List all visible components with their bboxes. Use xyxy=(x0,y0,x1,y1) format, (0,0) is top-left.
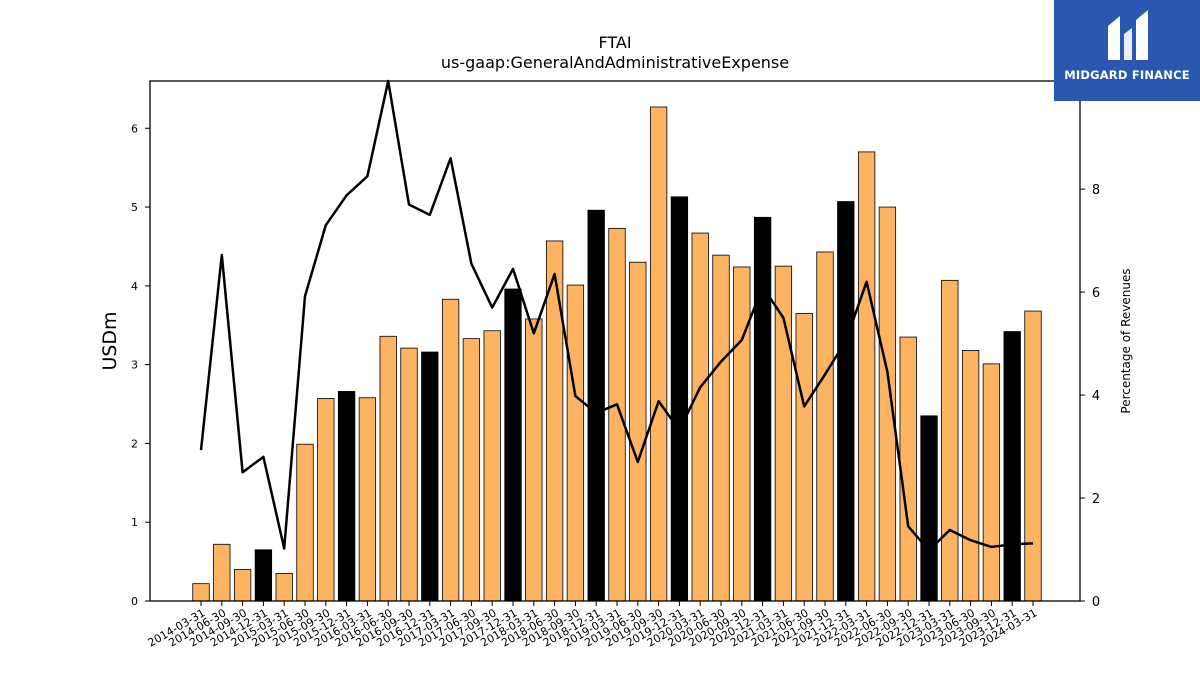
y-tick-label: 4 xyxy=(131,280,138,293)
bar-2023-03-31 xyxy=(941,279,959,602)
brand-logo: MIDGARD FINANCE xyxy=(1054,0,1200,101)
chart-subtitle: us-gaap:GeneralAndAdministrativeExpense xyxy=(441,53,789,72)
revenue-percentage-line xyxy=(199,79,1034,552)
bar-2014-06-30 xyxy=(213,543,231,602)
bar-series xyxy=(192,106,1042,602)
bar-2021-12-31 xyxy=(837,201,855,602)
bar-2015-09-30 xyxy=(317,398,335,602)
y-axis-label: USDm xyxy=(99,311,121,370)
y-axis-left: 0 1 2 3 4 5 6 xyxy=(131,122,150,608)
y2-tick-label: 4 xyxy=(1092,389,1100,404)
y2-tick-label: 0 xyxy=(1092,595,1100,610)
bar-2020-03-31 xyxy=(691,232,709,602)
bar-2015-12-31 xyxy=(337,391,356,602)
bar-2019-09-30 xyxy=(649,106,668,602)
bar-2016-03-31 xyxy=(358,397,377,602)
y-tick-label: 2 xyxy=(131,437,138,450)
bar-2018-06-30 xyxy=(545,240,564,602)
logo-mark-icon xyxy=(1108,10,1148,60)
y-tick-label: 5 xyxy=(131,201,138,214)
bar-2023-12-31 xyxy=(1003,331,1021,602)
y-tick-label: 3 xyxy=(131,359,138,372)
bar-2022-09-30 xyxy=(899,336,917,602)
y2-axis-label: Percentage of Revenues xyxy=(1119,268,1133,413)
line-series xyxy=(199,79,1034,552)
bar-2018-12-31 xyxy=(587,209,605,602)
bar-2017-03-31 xyxy=(441,298,460,602)
y2-tick-label: 2 xyxy=(1092,492,1100,507)
bar-2016-06-30 xyxy=(379,335,397,602)
bar-2024-03-31 xyxy=(1024,310,1042,602)
bar-2022-06-30 xyxy=(878,206,897,602)
y2-tick-label: 6 xyxy=(1092,286,1100,301)
bar-2016-12-31 xyxy=(421,351,439,602)
bar-2019-03-31 xyxy=(608,227,626,602)
logo-text: MIDGARD FINANCE xyxy=(1064,68,1190,82)
bar-2014-09-30 xyxy=(233,569,252,602)
y-tick-label: 6 xyxy=(131,122,138,135)
bar-2019-06-30 xyxy=(629,261,647,602)
chart-title: FTAI xyxy=(598,33,631,52)
bar-2014-03-31 xyxy=(192,583,210,602)
bar-2017-06-30 xyxy=(462,338,481,602)
bar-2021-06-30 xyxy=(795,313,813,602)
bar-2020-12-31 xyxy=(753,216,772,602)
bar-2015-03-31 xyxy=(275,573,293,602)
bar-2022-12-31 xyxy=(920,415,938,602)
bar-2019-12-31 xyxy=(670,196,689,602)
bar-2017-09-30 xyxy=(483,330,501,602)
bar-2015-06-30 xyxy=(296,443,314,602)
bar-2018-09-30 xyxy=(566,284,585,602)
y-tick-label: 0 xyxy=(131,595,138,608)
bar-2020-06-30 xyxy=(712,254,730,602)
bar-2016-09-30 xyxy=(400,347,418,602)
bar-2014-12-31 xyxy=(254,549,273,602)
bar-2023-06-30 xyxy=(961,350,980,602)
bar-2020-09-30 xyxy=(733,266,751,602)
y-tick-label: 1 xyxy=(131,516,138,529)
plot-frame xyxy=(149,80,1081,602)
bar-2021-09-30 xyxy=(816,251,834,602)
y-axis-right: 0 2 4 6 8 xyxy=(1080,183,1100,610)
y2-tick-label: 8 xyxy=(1092,183,1100,198)
bar-2017-12-31 xyxy=(504,288,522,602)
x-axis: 2014-03-312014-06-302014-09-302014-12-31… xyxy=(146,601,1040,650)
bar-2022-03-31 xyxy=(857,151,876,602)
bar-2018-03-31 xyxy=(525,318,543,602)
bar-2023-09-30 xyxy=(982,363,1001,602)
